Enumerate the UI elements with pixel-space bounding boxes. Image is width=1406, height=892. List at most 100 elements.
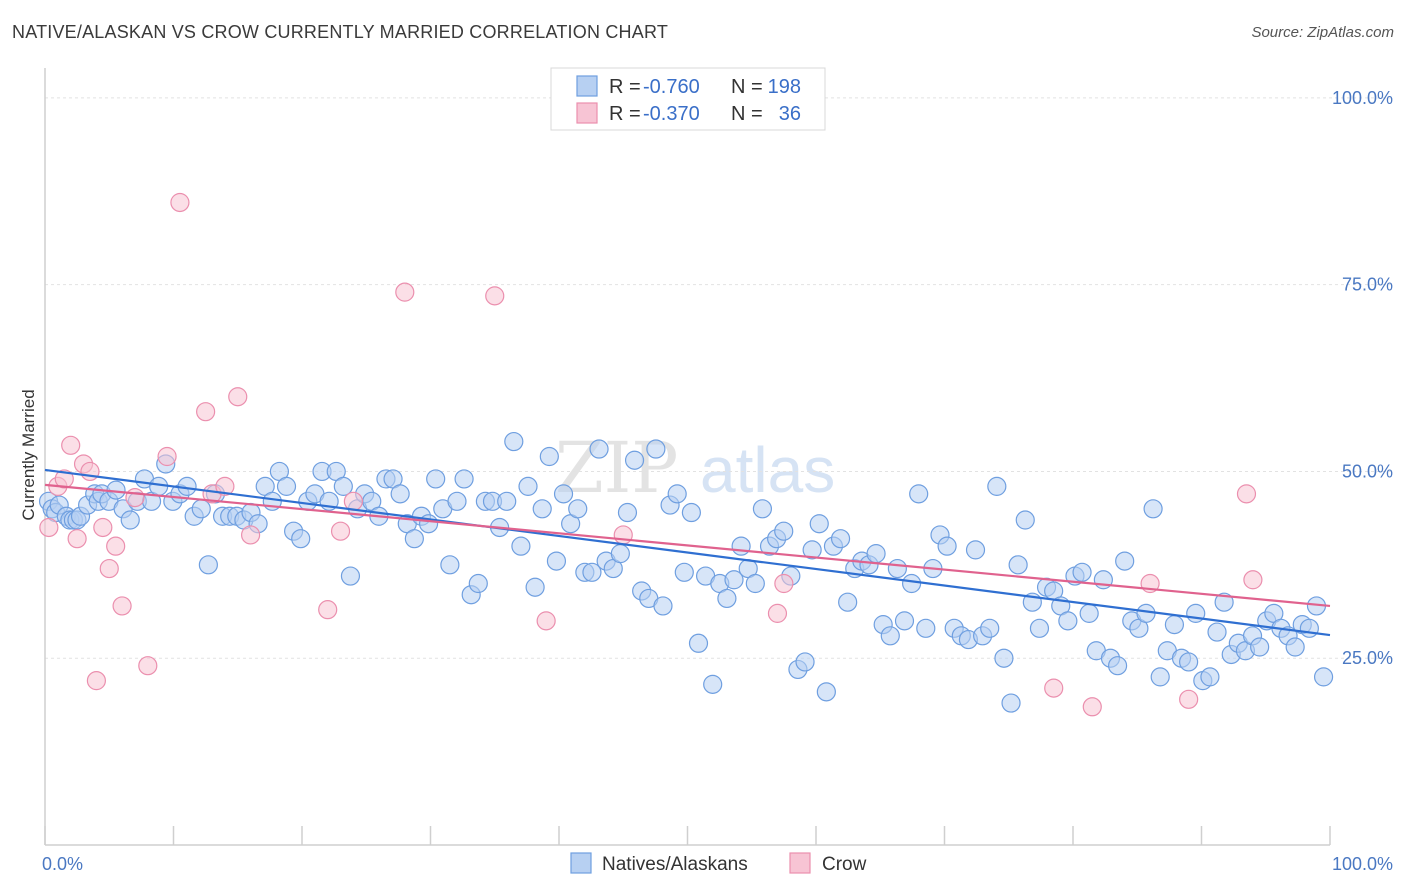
legend-r-value-natives: -0.760 xyxy=(643,76,700,98)
chart-title: NATIVE/ALASKAN VS CROW CURRENTLY MARRIED… xyxy=(12,22,669,42)
natives-point xyxy=(866,544,886,564)
natives-point xyxy=(937,536,957,556)
crow-point xyxy=(67,529,87,549)
crow-point xyxy=(1179,689,1199,709)
chart-source: Source: ZipAtlas.com xyxy=(1251,24,1394,41)
natives-point xyxy=(426,469,446,489)
natives-point xyxy=(717,588,737,609)
bottom-legend-label-crow: Crow xyxy=(822,854,867,875)
crow-point xyxy=(125,487,145,508)
crow-point xyxy=(106,536,126,556)
crow-point xyxy=(99,558,119,579)
crow-point xyxy=(93,517,113,538)
natives-point xyxy=(447,491,467,511)
natives-point xyxy=(390,484,410,504)
natives-point xyxy=(610,544,630,564)
natives-point xyxy=(1015,510,1035,530)
natives-point xyxy=(916,618,936,638)
y-axis-label: Currently Married xyxy=(19,389,38,520)
crow-point xyxy=(80,461,100,482)
natives-point xyxy=(1029,618,1050,638)
legend-n-value-natives: 198 xyxy=(768,76,801,98)
natives-point xyxy=(887,558,907,579)
natives-point xyxy=(1207,622,1227,642)
natives-point xyxy=(1214,592,1234,612)
natives-point xyxy=(546,551,567,571)
natives-point xyxy=(809,514,829,534)
crow-point xyxy=(767,603,788,623)
natives-point xyxy=(1250,637,1270,657)
natives-point xyxy=(987,476,1007,496)
natives-point xyxy=(525,577,545,597)
x-tick-labels: 0.0% 100.0% xyxy=(42,854,1393,874)
watermark-atlas: atlas xyxy=(700,434,835,506)
natives-point xyxy=(1299,618,1319,638)
crow-point xyxy=(318,600,338,620)
legend-r-label-crow: R = xyxy=(609,103,641,125)
natives-point xyxy=(1107,656,1128,676)
natives-point xyxy=(1008,555,1028,575)
crow-point xyxy=(536,611,556,631)
natives-point xyxy=(1001,693,1021,713)
trend-line-natives xyxy=(44,468,1331,637)
natives-point xyxy=(1143,499,1163,519)
natives-point xyxy=(291,529,311,549)
natives-point xyxy=(617,502,638,523)
natives-point xyxy=(532,499,552,519)
natives-point xyxy=(568,499,588,519)
natives-point xyxy=(894,611,915,631)
crow-point xyxy=(196,402,216,422)
natives-point xyxy=(1072,562,1092,582)
natives-point xyxy=(120,510,140,530)
y-tick-label: 25.0% xyxy=(1342,648,1393,668)
bottom-legend-swatch-natives xyxy=(570,852,592,874)
y-tick-labels: 100.0% 75.0% 50.0% 25.0% xyxy=(1332,88,1393,668)
natives-point xyxy=(553,484,574,504)
crow-point xyxy=(1044,678,1064,698)
natives-point xyxy=(752,499,773,519)
natives-point xyxy=(276,476,297,496)
bottom-legend-swatch-crow xyxy=(789,852,811,874)
natives-point xyxy=(667,484,687,504)
natives-point xyxy=(1285,637,1305,657)
trend-lines xyxy=(44,468,1331,637)
natives-point xyxy=(653,596,673,616)
natives-point xyxy=(745,573,765,594)
crow-point xyxy=(39,517,59,538)
legend-r-value-crow: -0.370 xyxy=(643,103,700,125)
natives-point xyxy=(1164,615,1185,635)
crow-point xyxy=(343,491,363,511)
natives-point xyxy=(830,529,851,549)
natives-point xyxy=(1115,551,1135,571)
natives-point xyxy=(802,540,822,560)
natives-point xyxy=(1179,652,1199,672)
natives-point xyxy=(681,502,701,523)
crow-point xyxy=(330,521,351,541)
legend-n-label-natives: N = xyxy=(731,76,763,98)
crow-point xyxy=(215,476,235,496)
natives-point xyxy=(965,540,986,560)
natives-point xyxy=(816,682,836,702)
legend-n-value-crow: 36 xyxy=(779,103,801,125)
natives-point xyxy=(724,570,744,590)
crow-point xyxy=(613,525,633,545)
series-legend: Natives/Alaskans Crow xyxy=(570,852,867,875)
natives-point xyxy=(646,439,666,459)
natives-point xyxy=(1313,667,1334,687)
natives-point xyxy=(624,450,645,470)
crow-point xyxy=(61,435,81,455)
natives-point xyxy=(1136,603,1156,623)
natives-point xyxy=(880,626,900,646)
y-tick-label: 50.0% xyxy=(1342,461,1393,481)
crow-point xyxy=(86,671,107,691)
natives-point xyxy=(191,499,211,519)
y-tick-label: 100.0% xyxy=(1332,88,1393,108)
natives-point xyxy=(497,491,517,511)
x-tick-label: 100.0% xyxy=(1332,854,1393,874)
crow-point xyxy=(241,525,261,545)
natives-point xyxy=(901,573,922,594)
natives-point xyxy=(980,618,1000,638)
crow-point xyxy=(228,387,248,407)
crow-point xyxy=(157,446,177,467)
